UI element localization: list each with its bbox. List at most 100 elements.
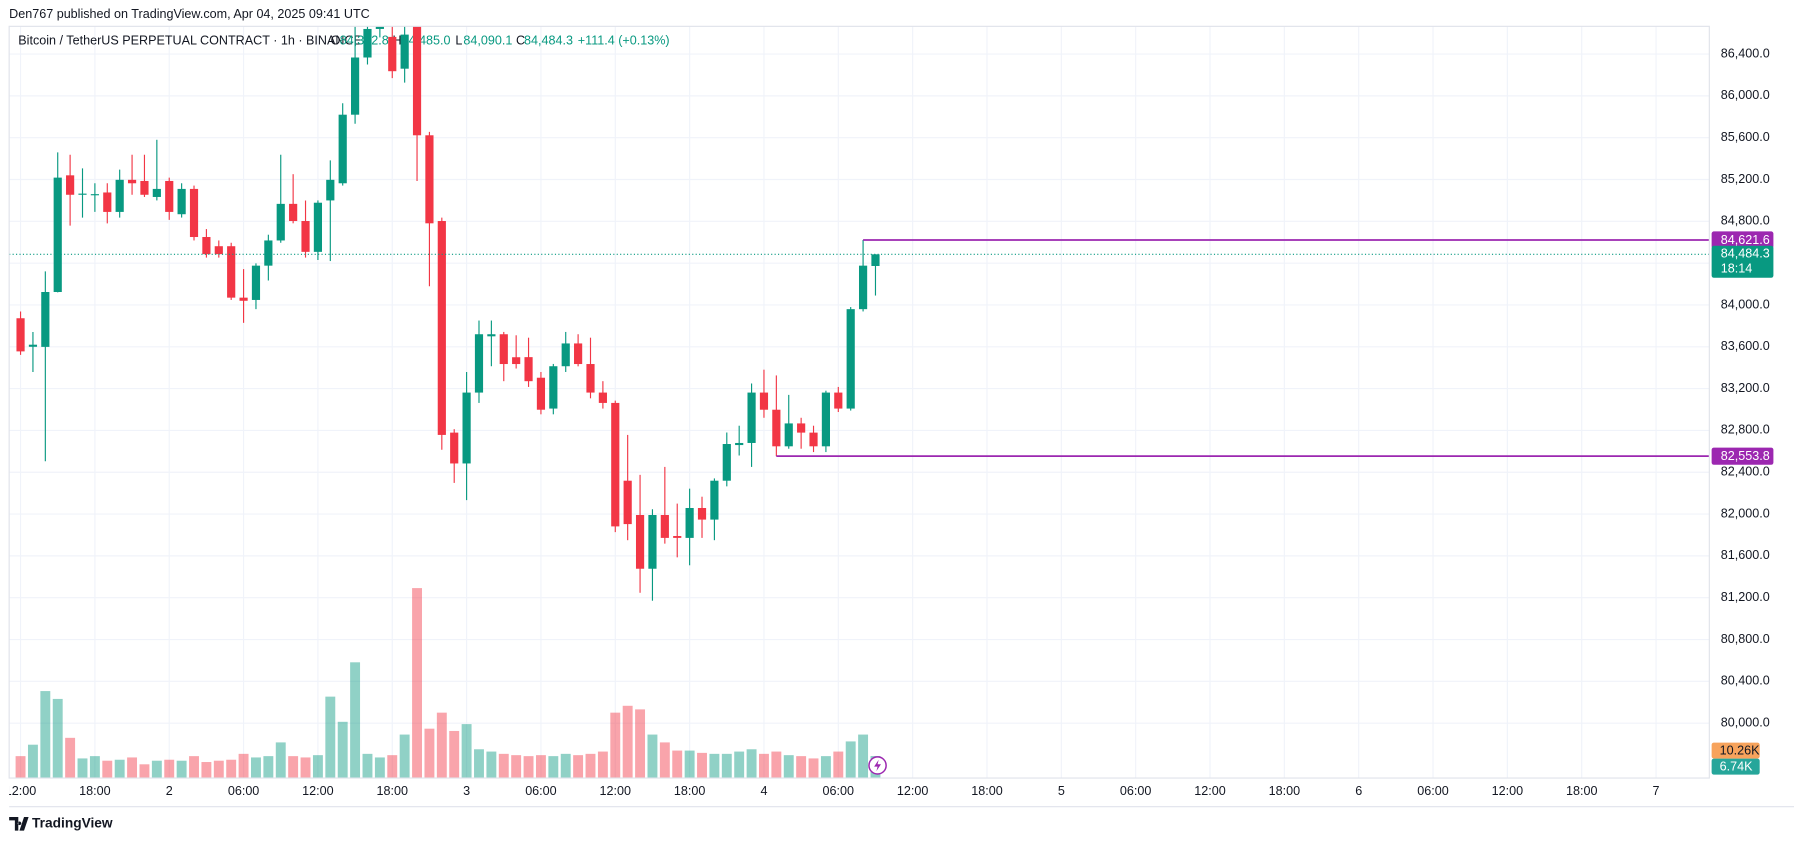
- candle-body: [276, 203, 285, 241]
- candle-body: [821, 392, 831, 447]
- x-tick-label: 18:00: [674, 784, 705, 798]
- candle-body: [499, 334, 508, 365]
- volume-bar: [201, 762, 212, 779]
- volume-bar: [362, 753, 373, 779]
- volume-bar: [697, 752, 707, 779]
- volume-bar: [40, 691, 51, 779]
- legend-change: +111.4 (+0.13%): [578, 34, 670, 48]
- volume-bar: [27, 744, 38, 779]
- candle-body: [375, 26, 384, 29]
- volume-bar: [548, 756, 559, 779]
- x-tick-label: 3: [463, 784, 470, 798]
- candle-body: [635, 515, 645, 569]
- legend-c-value: 84,484.3: [524, 34, 573, 48]
- x-tick-label: 06:00: [823, 784, 854, 798]
- candle-body: [41, 292, 50, 347]
- candle-body: [809, 432, 818, 447]
- volume-bar: [288, 756, 299, 779]
- volume-bar: [164, 759, 175, 779]
- y-tick-label: 80,800.0: [1721, 632, 1770, 646]
- x-tick-label: 18:00: [1566, 784, 1597, 798]
- volume-bar: [412, 588, 422, 779]
- x-tick-label: 12:00: [897, 784, 928, 798]
- volume-bar: [535, 755, 546, 779]
- candle-body: [115, 179, 124, 212]
- candle-body: [140, 180, 149, 195]
- volume-bar: [783, 755, 794, 779]
- volume-bar: [796, 756, 807, 779]
- last-price-label: 84,484.3: [1721, 247, 1770, 261]
- x-tick-label: 06:00: [525, 784, 556, 798]
- y-tick-label: 81,200.0: [1721, 590, 1770, 604]
- y-tick-label: 80,400.0: [1721, 674, 1770, 688]
- volume-bar: [647, 734, 658, 779]
- x-tick-label: 12:00: [600, 784, 631, 798]
- volume-bar: [585, 753, 596, 779]
- countdown: 18:14: [1721, 262, 1752, 276]
- y-tick-label: 85,200.0: [1721, 172, 1770, 186]
- candle-body: [437, 221, 446, 435]
- volume-bar: [709, 753, 720, 779]
- brand: TradingView: [32, 815, 113, 830]
- y-tick-label: 82,800.0: [1721, 423, 1770, 437]
- volume-bar: [251, 757, 261, 779]
- volume-bar: [523, 756, 534, 779]
- candle-body: [512, 357, 521, 365]
- candle-body: [586, 364, 595, 393]
- candle-body: [722, 444, 731, 481]
- candle-body: [462, 392, 471, 464]
- publish-header: Den767 published on TradingView.com, Apr…: [9, 7, 370, 21]
- y-tick-label: 83,200.0: [1721, 381, 1770, 395]
- volume-bar: [350, 662, 361, 779]
- volume-bar: [474, 749, 484, 779]
- volume-bar: [486, 751, 497, 779]
- candle-body: [66, 175, 75, 195]
- candle-body: [660, 515, 669, 538]
- candle-body: [90, 194, 99, 196]
- candle-body: [536, 377, 546, 410]
- volume-bar: [659, 742, 670, 779]
- volume-bar: [89, 756, 100, 779]
- candle-body: [871, 254, 880, 266]
- y-tick-label: 83,600.0: [1721, 339, 1770, 353]
- candle-body: [685, 507, 694, 538]
- x-tick-label: 12:00: [5, 784, 36, 798]
- x-tick-label: 12:00: [1194, 784, 1225, 798]
- candle-body: [338, 114, 347, 184]
- volume-bar: [275, 742, 286, 779]
- brand-logo: [9, 816, 29, 831]
- volume-bar: [610, 712, 621, 779]
- x-axis: 12:00 18:00 2 06:00 12:00 18:00 3 06:00 12:00 18:…: [5, 784, 1659, 798]
- volume-bar: [65, 737, 76, 779]
- volume-bar: [15, 756, 26, 779]
- candle-body: [561, 343, 570, 367]
- y-tick-label: 85,600.0: [1721, 130, 1770, 144]
- candle-body: [524, 357, 533, 382]
- volume-bar: [672, 750, 683, 779]
- volume-bar: [226, 759, 237, 779]
- level-label: 84,621.6: [1721, 233, 1770, 247]
- y-tick-label: 82,000.0: [1721, 506, 1770, 520]
- volume-bar: [399, 734, 410, 779]
- volume-bar: [337, 721, 348, 779]
- volume-bar: [573, 755, 584, 779]
- volume-bar: [312, 755, 323, 779]
- candle-body: [363, 28, 372, 58]
- volume-bar: [151, 760, 162, 779]
- plot: [9, 26, 1710, 779]
- candle-body: [202, 237, 211, 255]
- x-tick-label: 12:00: [302, 784, 333, 798]
- volume-box: [1711, 758, 1760, 775]
- x-tick-label: 6: [1355, 784, 1362, 798]
- volume-bar: [498, 753, 509, 779]
- candle-body: [797, 423, 806, 433]
- plot-frame: [8, 25, 1710, 779]
- candle-body: [301, 221, 310, 252]
- y-tick-label: 80,000.0: [1721, 715, 1770, 729]
- level-label: 82,553.8: [1721, 449, 1770, 463]
- x-tick-label: 2: [166, 784, 173, 798]
- y-axis: 80,000.0 80,400.0 80,800.0 81,200.0 81,600.0…: [1721, 46, 1770, 729]
- volume-bar: [127, 757, 138, 779]
- candle-body: [152, 188, 161, 197]
